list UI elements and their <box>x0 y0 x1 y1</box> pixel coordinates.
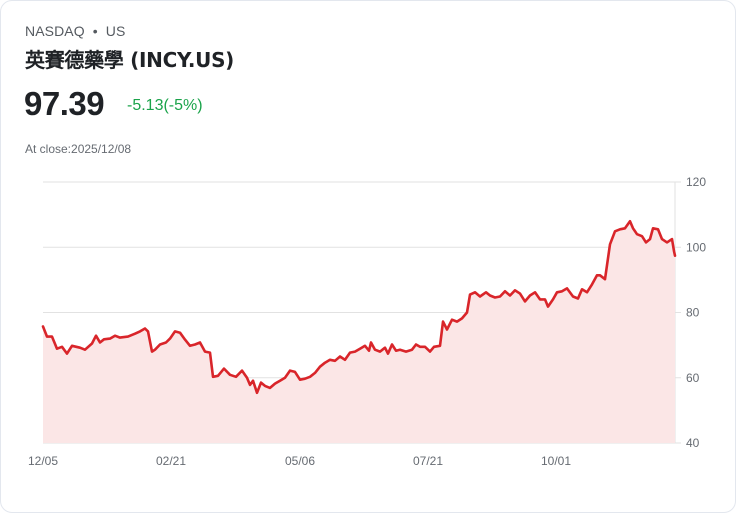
x-tick-label: 10/01 <box>541 454 571 468</box>
x-tick-label: 05/06 <box>285 454 315 468</box>
exchange-line: NASDAQ • US <box>25 23 125 39</box>
market-name: US <box>105 23 126 39</box>
x-tick-label: 02/21 <box>156 454 186 468</box>
price-area-fill <box>43 221 675 443</box>
x-tick-label: 12/05 <box>28 454 58 468</box>
x-tick-label: 07/21 <box>413 454 443 468</box>
exchange-name: NASDAQ <box>25 23 85 39</box>
y-axis-labels: 40 60 80 100 120 <box>686 175 706 450</box>
y-tick-label: 40 <box>686 436 700 450</box>
separator-dot: • <box>92 23 98 39</box>
x-axis-labels: 12/05 02/21 05/06 07/21 10/01 <box>28 454 571 468</box>
stock-title: 英賽德藥學 (INCY.US) <box>25 48 235 72</box>
y-tick-label: 100 <box>686 240 706 254</box>
price-change: -5.13(-5%) <box>127 97 203 114</box>
y-tick-label: 60 <box>686 371 700 385</box>
y-tick-label: 120 <box>686 175 706 189</box>
y-tick-label: 80 <box>686 306 700 320</box>
stock-price: 97.39 <box>24 85 105 122</box>
price-line <box>41 219 677 395</box>
close-timestamp: At close:2025/12/08 <box>25 142 132 156</box>
